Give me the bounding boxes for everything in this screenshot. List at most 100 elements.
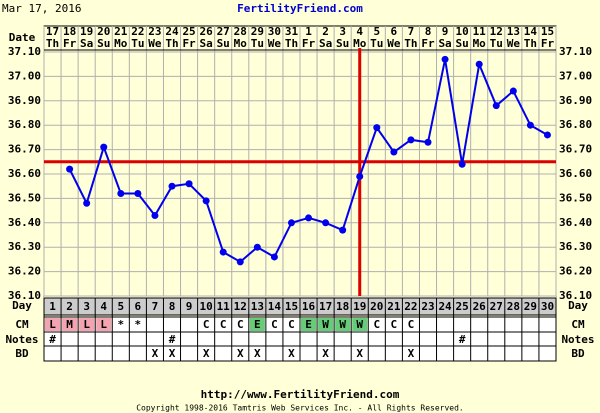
cm-value: *: [117, 318, 124, 331]
date-label: 4: [356, 25, 363, 38]
date-label: 11: [473, 25, 487, 38]
x-tick-label: 8: [169, 300, 176, 313]
row-label: CM: [15, 318, 29, 331]
bd-value: X: [254, 347, 261, 360]
date-label: 13: [507, 25, 520, 38]
weekday-label: Mo: [114, 37, 128, 50]
x-tick-label: 13: [251, 300, 264, 313]
weekday-label: Th: [285, 37, 298, 50]
x-tick-label: 19: [353, 300, 366, 313]
bd-value: X: [408, 347, 415, 360]
bd-value: X: [169, 347, 176, 360]
y-tick-label: 36.10: [559, 289, 592, 302]
date-label: 31: [285, 25, 299, 38]
x-tick-label: 1: [49, 300, 56, 313]
x-tick-label: 4: [100, 300, 107, 313]
temperature-point: [526, 121, 534, 129]
cm-cell: [62, 318, 78, 331]
note-value: #: [49, 333, 56, 346]
weekday-label: Tu: [370, 37, 383, 50]
weekday-label: Sa: [319, 37, 332, 50]
date-label: 1: [305, 25, 312, 38]
y-tick-label: 36.80: [559, 118, 592, 131]
temperature-point: [441, 55, 449, 63]
weekday-label: Fr: [421, 37, 435, 50]
date-label: 15: [541, 25, 554, 38]
date-label: 3: [339, 25, 346, 38]
x-tick-label: 22: [404, 300, 417, 313]
x-tick-label: 3: [83, 300, 90, 313]
temperature-point: [117, 190, 125, 198]
chart-title: FertilityFriend.com: [237, 2, 363, 15]
temperature-point: [151, 211, 159, 219]
y-tick-label: 36.50: [559, 191, 592, 204]
cm-cell: [249, 318, 265, 331]
y-tick-label: 36.70: [559, 143, 592, 156]
cm-value: L: [83, 318, 90, 331]
x-tick-label: 16: [302, 300, 316, 313]
weekday-label: We: [148, 37, 162, 50]
row-label: Day: [568, 299, 588, 312]
y-tick-label: 36.60: [559, 167, 592, 180]
cm-value: L: [49, 318, 56, 331]
weekday-label: Su: [217, 37, 230, 50]
weekday-label: Fr: [182, 37, 196, 50]
x-tick-label: 17: [319, 300, 332, 313]
temperature-point: [390, 148, 398, 156]
weekday-label: Fr: [63, 37, 77, 50]
temperature-point: [270, 253, 278, 261]
date-label: 21: [114, 25, 128, 38]
y-tick-label: 36.60: [8, 167, 41, 180]
cm-value: C: [271, 318, 278, 331]
y-tick-label: 36.30: [559, 240, 592, 253]
y-tick-label: 36.40: [559, 216, 592, 229]
row-label: CM: [571, 318, 585, 331]
date-label: 30: [268, 25, 281, 38]
weekday-label: Th: [46, 37, 59, 50]
cm-value: E: [254, 318, 261, 331]
temperature-point: [253, 243, 261, 251]
temperature-point: [424, 138, 432, 146]
date-label: 25: [182, 25, 195, 38]
x-tick-label: 7: [152, 300, 159, 313]
cm-value: C: [220, 318, 227, 331]
temperature-point: [185, 180, 193, 188]
temperature-point: [100, 143, 108, 151]
row-label: Date: [9, 31, 36, 44]
weekday-label: Th: [404, 37, 417, 50]
weekday-label: Su: [97, 37, 110, 50]
x-tick-label: 11: [217, 300, 231, 313]
x-tick-label: 30: [541, 300, 554, 313]
weekday-label: Sa: [80, 37, 93, 50]
x-tick-label: 23: [421, 300, 434, 313]
weekday-label: Mo: [234, 37, 248, 50]
weekday-label: We: [507, 37, 521, 50]
weekday-label: Fr: [302, 37, 316, 50]
weekday-label: Sa: [438, 37, 451, 50]
y-tick-label: 36.90: [8, 94, 41, 107]
cm-cell: [79, 318, 95, 331]
cm-cell: [96, 318, 112, 331]
bd-value: X: [237, 347, 244, 360]
cm-cell: [301, 318, 317, 331]
date-label: 27: [217, 25, 230, 38]
date-label: 14: [524, 25, 538, 38]
temperature-point: [236, 258, 244, 266]
cm-value: M: [66, 318, 73, 331]
temperature-point: [373, 124, 381, 132]
date-label: 28: [234, 25, 247, 38]
x-tick-label: 21: [387, 300, 401, 313]
footer-url: http://www.FertilityFriend.com: [201, 388, 400, 401]
cm-cell: [335, 318, 351, 331]
weekday-label: Mo: [353, 37, 367, 50]
x-tick-label: 24: [438, 300, 452, 313]
cm-value: W: [356, 318, 363, 331]
bd-value: X: [356, 347, 363, 360]
temperature-point: [202, 197, 210, 205]
date-label: 17: [46, 25, 59, 38]
date-label: 2: [322, 25, 329, 38]
date-label: 26: [200, 25, 214, 38]
date-label: 23: [148, 25, 161, 38]
